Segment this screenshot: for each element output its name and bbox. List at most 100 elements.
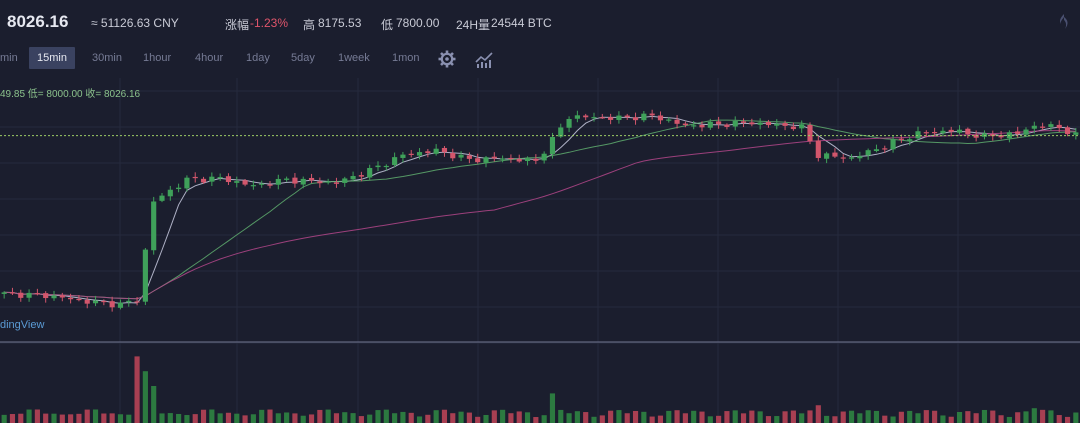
candle-body bbox=[167, 189, 173, 197]
volume-bar bbox=[981, 409, 988, 423]
volume-bar bbox=[599, 415, 605, 423]
high-value: 8175.53 bbox=[318, 16, 362, 30]
volume-bar bbox=[724, 411, 730, 423]
volume-bar bbox=[1, 414, 7, 423]
volume-bar bbox=[516, 411, 522, 423]
candle-body bbox=[599, 117, 605, 119]
volume-bar bbox=[408, 412, 414, 423]
indicator-icon[interactable] bbox=[474, 49, 494, 69]
change-label: 涨幅 bbox=[225, 18, 250, 32]
volume-bar bbox=[749, 410, 755, 423]
candle-body bbox=[666, 119, 672, 121]
candle-body bbox=[674, 119, 680, 124]
volume-bar bbox=[9, 414, 16, 423]
candle-body bbox=[383, 165, 389, 168]
volume-label: 24H量 bbox=[456, 18, 491, 32]
volume-bar bbox=[375, 410, 381, 423]
candle-body bbox=[126, 300, 132, 303]
volume-bar bbox=[109, 413, 115, 423]
volume-bar bbox=[541, 415, 547, 423]
candle-body bbox=[1073, 132, 1079, 135]
volume-bar bbox=[466, 412, 472, 423]
candle-body bbox=[956, 129, 963, 133]
volume-bar bbox=[549, 393, 556, 423]
candle-body bbox=[774, 123, 780, 126]
volume-bar bbox=[1015, 412, 1021, 423]
volume-bar bbox=[1048, 410, 1054, 423]
volume-bar bbox=[524, 412, 531, 423]
interval-toolbar: min 15min 30min 1hour 4hour 1day 5day 1w… bbox=[0, 45, 1080, 73]
volume-bar bbox=[184, 415, 190, 423]
interval-5day[interactable]: 5day bbox=[291, 52, 315, 64]
interval-1week[interactable]: 1week bbox=[338, 52, 370, 64]
volume-bar bbox=[92, 409, 99, 423]
interval-1day[interactable]: 1day bbox=[246, 52, 270, 64]
volume-bar bbox=[956, 411, 963, 423]
volume-bar bbox=[217, 413, 223, 423]
volume-bar bbox=[192, 414, 198, 423]
volume-bar bbox=[350, 413, 356, 423]
volume-bar bbox=[632, 410, 639, 423]
volume-bar bbox=[76, 413, 82, 423]
gear-icon[interactable] bbox=[437, 49, 457, 69]
candle-body bbox=[433, 148, 439, 154]
candle-body bbox=[873, 149, 880, 152]
candle-body bbox=[308, 177, 315, 181]
volume-bar bbox=[574, 411, 580, 423]
volume-bar bbox=[832, 416, 838, 423]
interval-4hour[interactable]: 4hour bbox=[195, 52, 224, 64]
interval-1mon[interactable]: 1mon bbox=[392, 52, 420, 64]
volume-bar bbox=[275, 413, 281, 423]
volume-bar bbox=[932, 410, 938, 423]
volume-bar bbox=[250, 414, 256, 423]
volume-bar bbox=[475, 416, 481, 423]
candle-body bbox=[973, 134, 979, 138]
tradingview-watermark: dingView bbox=[0, 319, 45, 331]
candle-body bbox=[566, 118, 572, 128]
candle-body bbox=[333, 182, 340, 184]
volume-bar bbox=[84, 409, 90, 423]
candle-body bbox=[541, 153, 547, 161]
candle-body bbox=[549, 136, 556, 155]
candle-body bbox=[450, 152, 456, 159]
candle-body bbox=[109, 301, 115, 308]
candle-body bbox=[1023, 129, 1029, 135]
volume-value: 24544 BTC bbox=[491, 16, 552, 30]
candle-body bbox=[284, 178, 290, 180]
volume-bar bbox=[392, 413, 398, 423]
candle-body bbox=[1, 292, 7, 294]
candle-body bbox=[475, 158, 481, 163]
candle-body bbox=[317, 181, 323, 184]
candle-body bbox=[1048, 124, 1054, 128]
candle-body bbox=[76, 298, 82, 301]
volume-bar bbox=[998, 415, 1004, 423]
interval-15min[interactable]: 15min bbox=[29, 47, 75, 69]
volume-bar bbox=[1031, 408, 1037, 423]
interval-1hour[interactable]: 1hour bbox=[143, 52, 172, 64]
candle-body bbox=[425, 151, 431, 154]
volume-bar bbox=[533, 417, 539, 423]
candle-body bbox=[416, 152, 423, 156]
volume-bar bbox=[591, 416, 597, 423]
candle-body bbox=[217, 177, 223, 179]
interval-30min[interactable]: 30min bbox=[92, 52, 122, 64]
change-value: -1.23% bbox=[250, 16, 289, 30]
interval-1min[interactable]: min bbox=[0, 52, 18, 64]
volume-bar bbox=[1073, 412, 1079, 423]
candle-body bbox=[151, 201, 157, 251]
volume-bar bbox=[68, 414, 74, 423]
volume-bar bbox=[649, 416, 655, 423]
candle-body bbox=[657, 115, 664, 121]
candle-body bbox=[134, 301, 140, 303]
volume-bar bbox=[176, 413, 182, 423]
volume-bar bbox=[51, 413, 57, 423]
candle-body bbox=[34, 293, 40, 295]
volume-bar bbox=[1064, 416, 1071, 423]
candle-body bbox=[508, 157, 514, 160]
candle-body bbox=[907, 139, 913, 141]
candle-body bbox=[998, 135, 1004, 138]
volume-bar bbox=[815, 405, 821, 423]
volume-bar bbox=[990, 410, 996, 423]
candle-body bbox=[740, 121, 747, 123]
